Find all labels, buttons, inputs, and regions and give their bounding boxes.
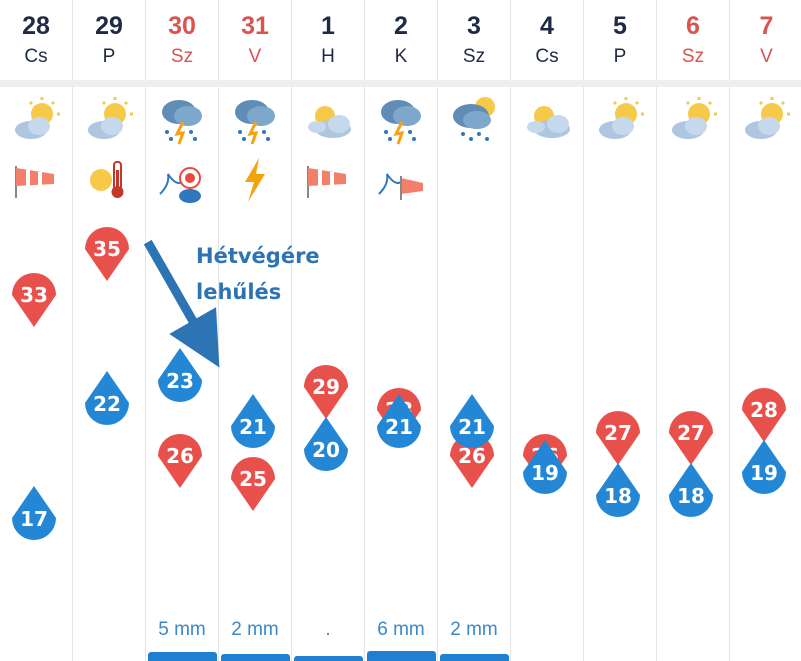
- precipitation-bar: [367, 651, 436, 661]
- day-weekday: Sz: [170, 46, 194, 67]
- day-weekday: Cs: [535, 46, 559, 67]
- day-weekday: P: [102, 46, 116, 67]
- header-divider: [0, 80, 801, 87]
- day-column-28[interactable]: 28 Cs: [0, 0, 73, 661]
- day-column-2[interactable]: 2 K 6 mm: [365, 0, 438, 661]
- day-date: 28: [22, 12, 50, 40]
- day-column-3[interactable]: 3 Sz 2 mm: [438, 0, 511, 661]
- day-column-30[interactable]: 30 Sz 5 mm: [146, 0, 219, 661]
- day-date: 29: [95, 12, 123, 40]
- day-column-1[interactable]: 1 H.: [292, 0, 365, 661]
- day-date: 4: [540, 12, 554, 40]
- storm-rain-icon: [228, 94, 284, 148]
- rain-sun-icon: [447, 94, 503, 148]
- precipitation-bar: [440, 654, 509, 661]
- day-date: 31: [241, 12, 269, 40]
- heat-icon: [83, 156, 135, 204]
- precipitation-amount: 2 mm: [450, 619, 498, 640]
- lightning-icon: [229, 156, 281, 204]
- sun-cloud-icon: [593, 94, 649, 148]
- precipitation-bar: [148, 652, 217, 661]
- wind-storm-icon: [375, 156, 427, 204]
- precipitation-amount: 6 mm: [377, 619, 425, 640]
- wind-icon: [302, 156, 354, 204]
- day-column-4[interactable]: 4 Cs: [511, 0, 584, 661]
- precipitation-amount: 2 mm: [231, 619, 279, 640]
- sun-cloud-icon: [739, 94, 795, 148]
- annotation-line-1: Hétvégére: [196, 244, 320, 268]
- cloud-sun-icon: [301, 94, 357, 148]
- day-date: 3: [467, 12, 481, 40]
- storm-rain-icon: [374, 94, 430, 148]
- day-weekday: V: [248, 46, 262, 67]
- day-column-29[interactable]: 29 P: [73, 0, 146, 661]
- day-weekday: H: [321, 46, 335, 67]
- day-weekday: P: [613, 46, 627, 67]
- precipitation-bar: [221, 654, 290, 661]
- day-date: 7: [759, 12, 774, 40]
- precipitation-bar: [294, 656, 363, 661]
- cloud-sun-icon: [520, 94, 576, 148]
- sun-cloud-icon: [82, 94, 138, 148]
- day-column-31[interactable]: 31 V 2 mm: [219, 0, 292, 661]
- day-date: 2: [394, 12, 408, 40]
- day-weekday: V: [760, 46, 773, 67]
- sun-cloud-icon: [9, 94, 65, 148]
- precipitation-amount: 5 mm: [158, 619, 206, 640]
- wind-icon: [10, 156, 62, 204]
- day-weekday: Cs: [24, 46, 48, 67]
- day-column-6[interactable]: 6 Sz: [657, 0, 730, 661]
- annotation-line-2: lehűlés: [196, 280, 282, 304]
- day-date: 1: [321, 12, 335, 40]
- sun-cloud-icon: [666, 94, 722, 148]
- day-weekday: Sz: [681, 46, 705, 67]
- storm-warning-icon: [156, 156, 208, 204]
- day-date: 30: [168, 12, 196, 40]
- day-weekday: K: [394, 46, 408, 67]
- day-date: 5: [613, 12, 627, 40]
- storm-rain-icon: [155, 94, 211, 148]
- day-weekday: Sz: [462, 46, 486, 67]
- day-date: 6: [686, 12, 700, 40]
- precipitation-amount: .: [325, 619, 331, 640]
